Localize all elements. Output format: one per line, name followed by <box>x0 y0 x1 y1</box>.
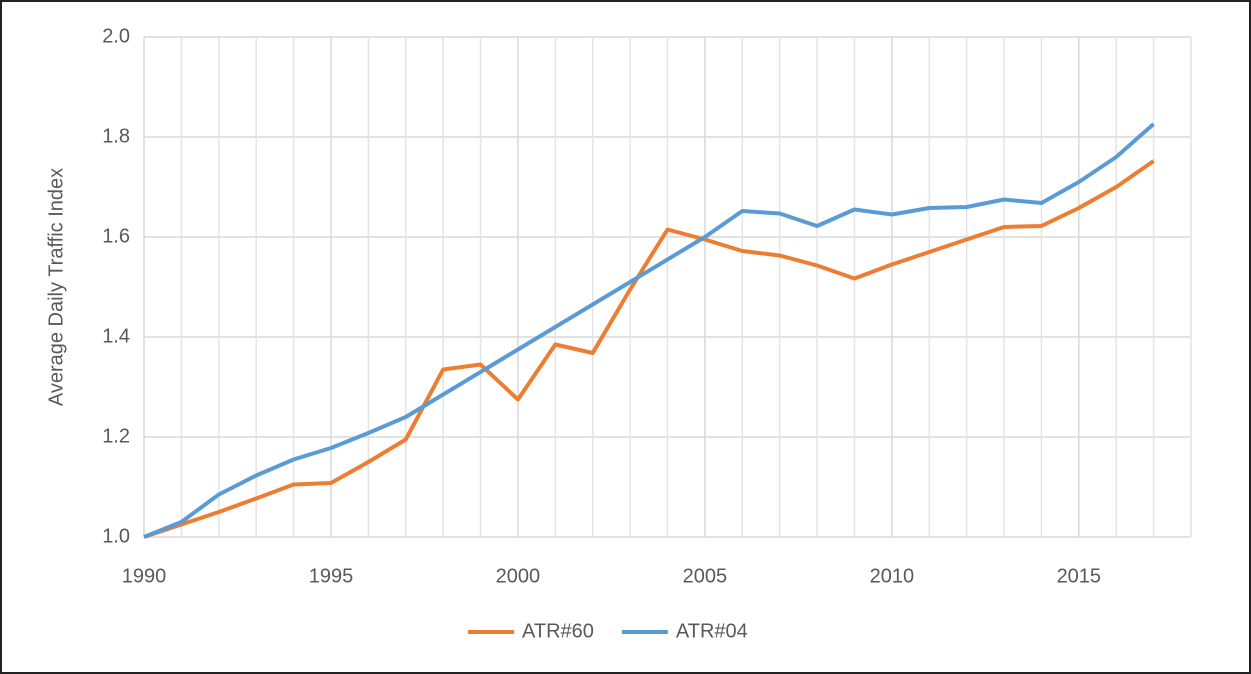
y-tick-label: 1.2 <box>102 425 130 447</box>
legend-label: ATR#04 <box>676 620 748 642</box>
y-axis-label: Average Daily Traffic Index <box>45 168 67 406</box>
legend-label: ATR#60 <box>522 620 594 642</box>
y-tick-label: 1.4 <box>102 325 130 347</box>
series-line <box>143 159 1155 539</box>
x-tick-label: 2000 <box>496 565 541 587</box>
x-tick-label: 2005 <box>683 565 728 587</box>
y-tick-label: 1.8 <box>102 125 130 147</box>
x-tick-label: 2015 <box>1057 565 1102 587</box>
series-line <box>143 122 1155 539</box>
x-tick-label: 1990 <box>122 565 167 587</box>
y-tick-label: 1.6 <box>102 225 130 247</box>
x-tick-label: 1995 <box>309 565 354 587</box>
y-tick-label: 2.0 <box>102 25 130 47</box>
x-tick-label: 2010 <box>870 565 915 587</box>
y-tick-label: 1.0 <box>102 525 130 547</box>
